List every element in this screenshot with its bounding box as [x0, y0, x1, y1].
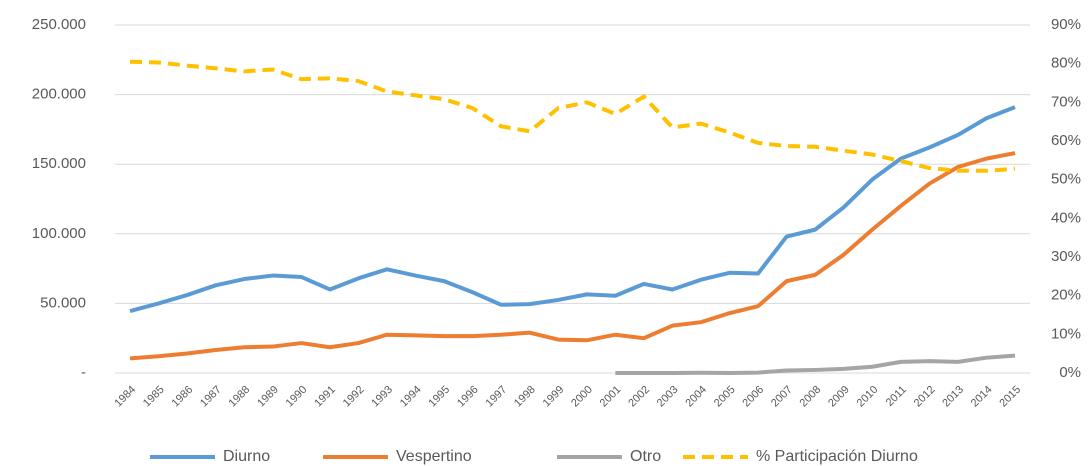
- series-line: [129, 105, 1016, 313]
- y-tick-label: 150.000: [32, 155, 86, 172]
- x-tick-label: 2001: [598, 384, 624, 410]
- x-tick-label: 2004: [683, 384, 709, 410]
- series-line: [129, 151, 1016, 361]
- x-tick-label: 1995: [426, 384, 452, 410]
- x-tick-label: 1996: [455, 384, 481, 410]
- y2-tick-label: 30%: [1051, 248, 1081, 265]
- y2-tick-label: 0%: [1059, 364, 1081, 381]
- x-tick-label: 2011: [884, 384, 909, 409]
- x-tick-label: 1992: [341, 384, 367, 410]
- x-tick-label: 2010: [855, 384, 881, 410]
- y-tick-label: -: [81, 364, 86, 381]
- x-tick-label: 1984: [112, 384, 138, 410]
- x-tick-label: 1985: [141, 384, 167, 410]
- series-line: [129, 59, 1016, 173]
- legend-label: Vespertino: [396, 448, 472, 465]
- x-tick-label: 2002: [626, 384, 652, 410]
- x-tick-label: 1999: [541, 384, 567, 410]
- y-tick-label: 250.000: [32, 16, 86, 33]
- y2-tick-label: 90%: [1051, 16, 1081, 33]
- x-tick-label: 2003: [655, 384, 681, 410]
- legend-label: Otro: [630, 448, 661, 465]
- x-tick-label: 2000: [569, 384, 595, 410]
- y2-tick-label: 70%: [1051, 93, 1081, 110]
- x-tick-label: 1986: [169, 384, 195, 410]
- series-line: [615, 353, 1016, 375]
- y2-tick-label: 40%: [1051, 209, 1081, 226]
- x-tick-label: 2015: [997, 384, 1023, 410]
- y2-tick-label: 10%: [1051, 325, 1081, 342]
- x-tick-label: 2014: [969, 384, 995, 410]
- x-tick-label: 1997: [484, 384, 510, 410]
- x-tick-label: 1989: [255, 384, 281, 410]
- legend-label: Diurno: [223, 448, 270, 465]
- x-tick-label: 2013: [940, 384, 966, 410]
- y-tick-label: 100.000: [32, 225, 86, 242]
- x-tick-label: 2005: [712, 384, 738, 410]
- x-tick-label: 1987: [198, 384, 224, 410]
- y2-tick-label: 80%: [1051, 55, 1081, 72]
- x-tick-label: 1990: [284, 384, 310, 410]
- legend-label: % Participación Diurno: [756, 448, 918, 465]
- x-tick-label: 1988: [227, 384, 253, 410]
- y-tick-label: 200.000: [32, 86, 86, 103]
- x-tick-label: 1998: [512, 384, 538, 410]
- x-tick-label: 1993: [369, 384, 395, 410]
- y2-tick-label: 20%: [1051, 287, 1081, 304]
- x-tick-label: 2007: [769, 384, 795, 410]
- x-tick-label: 1991: [312, 384, 338, 410]
- x-tick-label: 2006: [740, 384, 766, 410]
- y2-tick-label: 50%: [1051, 171, 1081, 188]
- y2-tick-label: 60%: [1051, 132, 1081, 149]
- y-tick-label: 50.000: [40, 294, 86, 311]
- x-tick-label: 1994: [398, 384, 424, 410]
- x-tick-label: 2012: [912, 384, 938, 410]
- x-tick-label: 2009: [826, 384, 852, 410]
- x-tick-label: 2008: [798, 384, 824, 410]
